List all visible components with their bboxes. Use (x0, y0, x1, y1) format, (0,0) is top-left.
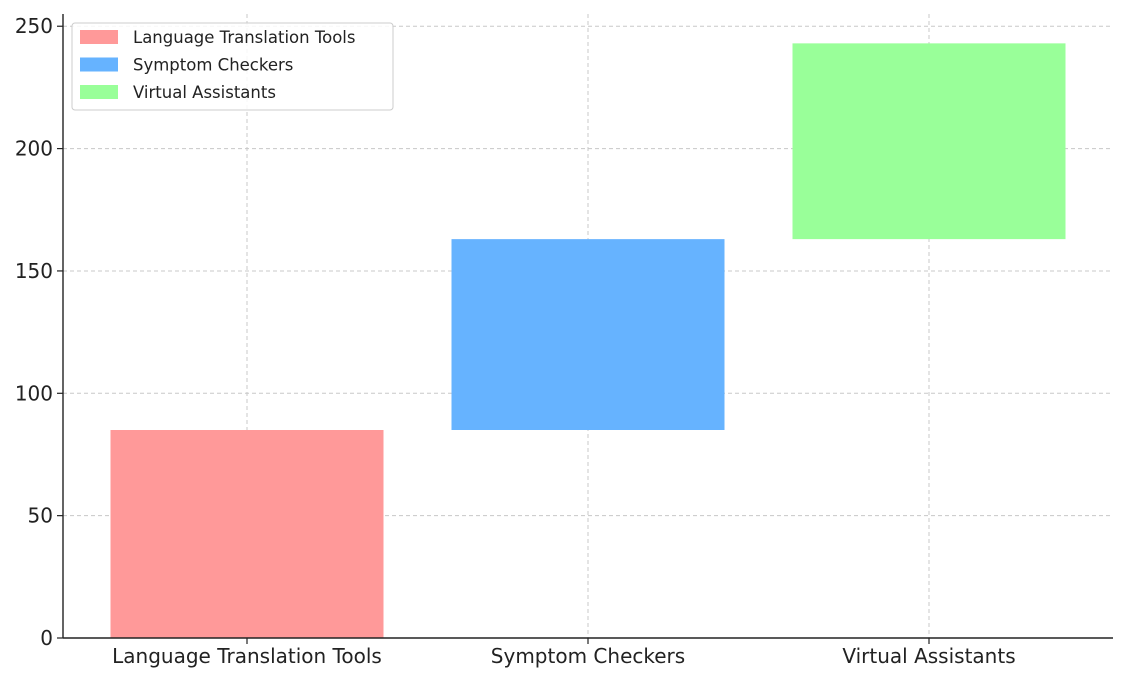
x-tick-label: Language Translation Tools (112, 644, 382, 668)
legend: Language Translation Tools Symptom Checke… (71, 22, 394, 111)
x-tick-label: Symptom Checkers (491, 644, 685, 668)
bar-virtual-assistants (792, 43, 1066, 240)
bars-layer (110, 43, 1066, 638)
y-tick-label: 200 (15, 137, 53, 161)
legend-swatch (80, 30, 118, 44)
axes-layer: 0 50 100 150 200 250 Language Translation Tool… (15, 14, 1113, 668)
legend-swatch (80, 85, 118, 99)
y-tick-label: 0 (40, 626, 53, 650)
y-tick-label: 250 (15, 14, 53, 38)
legend-swatch (80, 57, 118, 72)
bar-language-translation-tools (110, 430, 384, 638)
legend-label: Virtual Assistants (133, 83, 276, 102)
legend-label: Symptom Checkers (133, 56, 293, 75)
y-tick-label: 50 (28, 504, 53, 528)
legend-box (71, 22, 394, 111)
x-tick-label: Virtual Assistants (842, 644, 1015, 668)
legend-label: Language Translation Tools (133, 28, 355, 47)
y-tick-label: 100 (15, 381, 53, 405)
y-tick-label: 150 (15, 259, 53, 283)
bar-symptom-checkers (451, 239, 725, 430)
